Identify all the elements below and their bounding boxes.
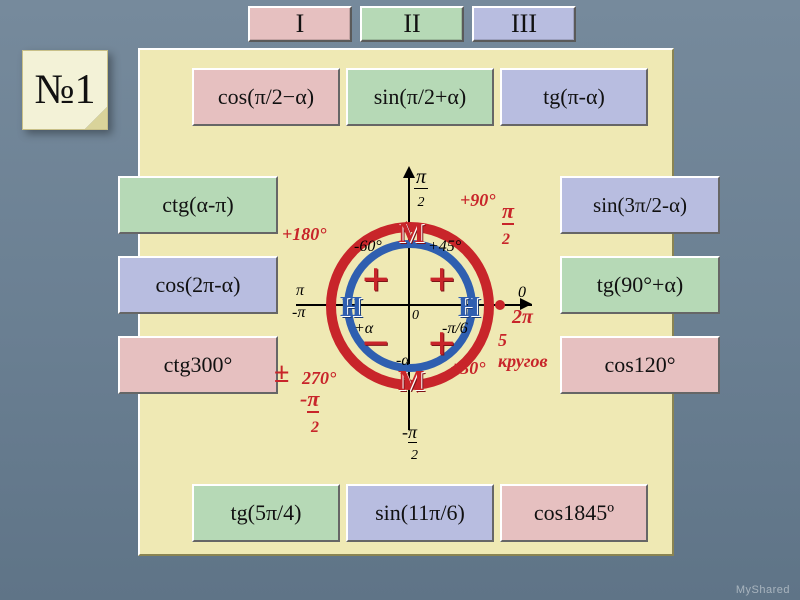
axis-label-left: π: [296, 282, 304, 300]
red-label-2pi: 2π: [512, 306, 533, 329]
axis-dot-right: [495, 300, 505, 310]
axis-label-bottom: -π 2: [402, 422, 418, 464]
red-label-plus90: +90°: [460, 190, 495, 211]
page-curl-icon: [85, 107, 107, 129]
tile-cos-2pi-minus-a[interactable]: cos(2π-α): [118, 256, 278, 314]
quadrant-sign-q3: −: [362, 320, 389, 368]
red-label-krugov: 5кругов: [498, 330, 548, 372]
roman-tabs: I II III: [248, 6, 576, 42]
unit-circle-diagram: π 2 0 π -π 0 -π 2 +90° +180° 270° +30° π…: [300, 170, 520, 450]
tile-ctg-a-minus-pi[interactable]: ctg(α-π): [118, 176, 278, 234]
tile-sin-3pi2-minus-a[interactable]: sin(3π/2-α): [560, 176, 720, 234]
tab-II[interactable]: II: [360, 6, 464, 42]
tile-ctg-300[interactable]: ctg300°: [118, 336, 278, 394]
tab-I[interactable]: I: [248, 6, 352, 42]
axis-label-top: π 2: [414, 166, 428, 212]
tile-sin-pi2-plus-a[interactable]: sin(π/2+α): [346, 68, 494, 126]
marker-H-left: H: [340, 292, 362, 324]
marker-H-right: H: [458, 292, 480, 324]
red-label-plus180: +180°: [282, 224, 326, 245]
quadrant-sign-q1: +: [428, 256, 455, 304]
axis-label-right: 0: [518, 284, 526, 302]
watermark-label: MySharеd: [736, 584, 790, 596]
slide-stage: I II III №1 cos(π/2−α) sin(π/2+α) tg(π-α…: [0, 0, 800, 600]
red-label-plusminus: ±: [274, 358, 289, 390]
tab-III[interactable]: III: [472, 6, 576, 42]
tile-cos-1845[interactable]: cos1845º: [500, 484, 648, 542]
quadrant-sign-q2: +: [362, 256, 389, 304]
tile-cos-120[interactable]: cos120°: [560, 336, 720, 394]
slide-number-note: №1: [22, 50, 108, 130]
tile-cos-pi2-minus-a[interactable]: cos(π/2−α): [192, 68, 340, 126]
marker-M-bot: M: [398, 366, 424, 398]
tile-tg-90-plus-a[interactable]: tg(90°+α): [560, 256, 720, 314]
tile-tg-pi-minus-a[interactable]: tg(π-α): [500, 68, 648, 126]
tile-sin-11pi6[interactable]: sin(11π/6): [346, 484, 494, 542]
axis-label-neg-pi: -π: [292, 304, 305, 322]
quadrant-sign-q4: +: [428, 320, 455, 368]
tile-tg-5pi4[interactable]: tg(5π/4): [192, 484, 340, 542]
red-label-pi-half: π2: [502, 198, 514, 250]
slide-number-label: №1: [34, 66, 95, 114]
red-label-neg-pi-half: -π 2: [300, 386, 319, 438]
axis-label-origin: 0: [412, 308, 419, 324]
marker-M-top: M: [398, 218, 424, 250]
